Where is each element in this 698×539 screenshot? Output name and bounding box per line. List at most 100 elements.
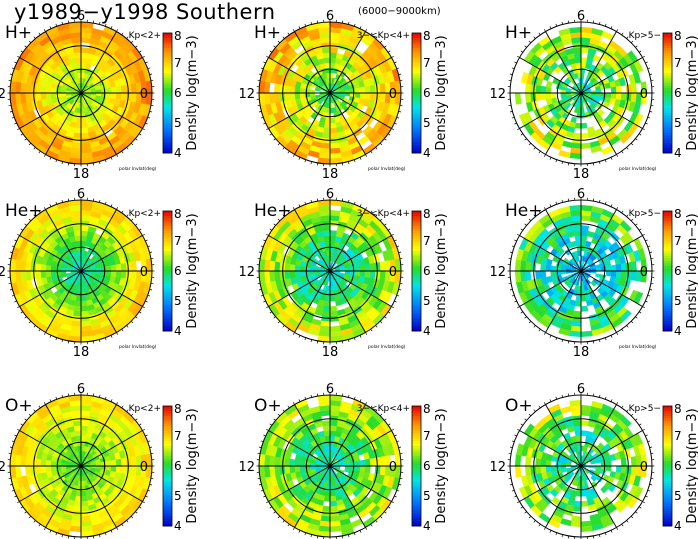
rim-tick (561, 21, 563, 25)
density-cell (576, 485, 582, 492)
rim-tick (92, 535, 95, 539)
rim-tick (11, 116, 15, 119)
density-cell (573, 52, 582, 59)
rim-tick (149, 289, 153, 291)
density-cell (73, 52, 82, 59)
rim-tick (33, 36, 36, 39)
density-cell (610, 264, 617, 272)
rim-tick (269, 311, 273, 314)
colorbar-segment (412, 45, 421, 49)
density-cell (572, 225, 582, 232)
colorbar-segment (163, 93, 172, 96)
species-label: O+ (254, 396, 282, 416)
colorbar-title: Density log(m−3) (434, 35, 449, 150)
rim-tick (298, 26, 301, 29)
colorbar-segment (412, 231, 421, 234)
rim-tick (638, 228, 642, 231)
rim-tick (28, 142, 32, 146)
density-cell (289, 458, 296, 467)
colorbar-segment (412, 498, 421, 502)
rim-tick (638, 50, 642, 53)
colorbar-segment (163, 481, 172, 484)
rim-tick (258, 484, 262, 486)
rim-tick (359, 26, 362, 29)
rim-tick (257, 104, 261, 107)
rim-tick (273, 223, 276, 226)
density-cell (329, 209, 341, 217)
colorbar-segment (412, 80, 421, 84)
rim-tick (126, 36, 129, 39)
colorbar-segment (412, 466, 421, 469)
mlt-label-left: 12 (238, 460, 255, 475)
colorbar-segment (163, 421, 172, 424)
rim-tick (263, 61, 266, 64)
density-cell (572, 132, 582, 139)
rim-tick (549, 204, 552, 207)
rim-tick (33, 325, 36, 328)
rim-tick (341, 162, 344, 166)
density-cell (110, 264, 117, 272)
rim-tick (635, 138, 638, 141)
density-cell (576, 67, 582, 74)
rim-tick (379, 40, 383, 44)
rim-tick (14, 122, 17, 125)
colorbar-segment (163, 511, 172, 514)
colorbar-tick-label: 5 (174, 294, 182, 308)
rim-tick (116, 154, 119, 157)
density-cell (80, 245, 86, 252)
colorbar-segment (412, 233, 421, 237)
density-cell (294, 270, 301, 278)
colorbar-segment (412, 115, 421, 119)
rim-tick (126, 325, 129, 328)
colorbar-segment (412, 256, 421, 259)
colorbar-segment (163, 416, 172, 419)
rim-tick (341, 340, 344, 344)
rim-tick (316, 20, 319, 24)
density-cell (329, 127, 338, 134)
colorbar-segment (163, 80, 172, 84)
colorbar-title: Density log(m−3) (185, 213, 200, 328)
colorbar-segment (412, 65, 421, 69)
rim-tick (394, 495, 397, 498)
mlt-label-right: 0 (140, 87, 148, 102)
density-cell (580, 230, 589, 237)
colorbar-segment (663, 258, 672, 262)
mlt-label-bottom: 18 (322, 345, 339, 360)
rim-tick (348, 339, 350, 343)
colorbar-segment (412, 421, 421, 424)
density-cell (73, 305, 82, 312)
rim-tick (273, 45, 276, 48)
colorbar-tick-label: 8 (423, 402, 431, 416)
rim-tick (348, 21, 350, 25)
colorbar-segment (663, 296, 672, 299)
density-cell (369, 262, 376, 272)
rim-tick (24, 223, 27, 226)
density-cell (329, 290, 335, 297)
density-cell (580, 225, 590, 232)
rim-tick (14, 239, 17, 242)
rim-tick (365, 332, 368, 335)
colorbar-segment (163, 211, 172, 214)
colorbar-segment (163, 251, 172, 254)
density-cell (80, 225, 90, 232)
density-cell (45, 270, 52, 278)
colorbar-segment (163, 115, 172, 119)
rim-tick (387, 506, 391, 509)
colorbar-segment (412, 503, 421, 507)
rim-tick (257, 452, 261, 455)
density-cell (545, 92, 552, 100)
rim-tick (514, 239, 517, 242)
colorbar-segment (663, 243, 672, 247)
colorbar-tick-label: 6 (174, 459, 182, 473)
colorbar-segment (163, 75, 172, 79)
density-cell (321, 505, 331, 512)
density-cell (80, 295, 87, 302)
rim-tick (149, 484, 153, 486)
mlt-label-top: 6 (577, 187, 585, 202)
grid-spoke (80, 92, 143, 129)
colorbar-segment (663, 83, 672, 86)
rim-tick (626, 147, 629, 150)
density-cell (573, 107, 579, 114)
kp-label: 3−<Kp<4+ (357, 209, 410, 219)
